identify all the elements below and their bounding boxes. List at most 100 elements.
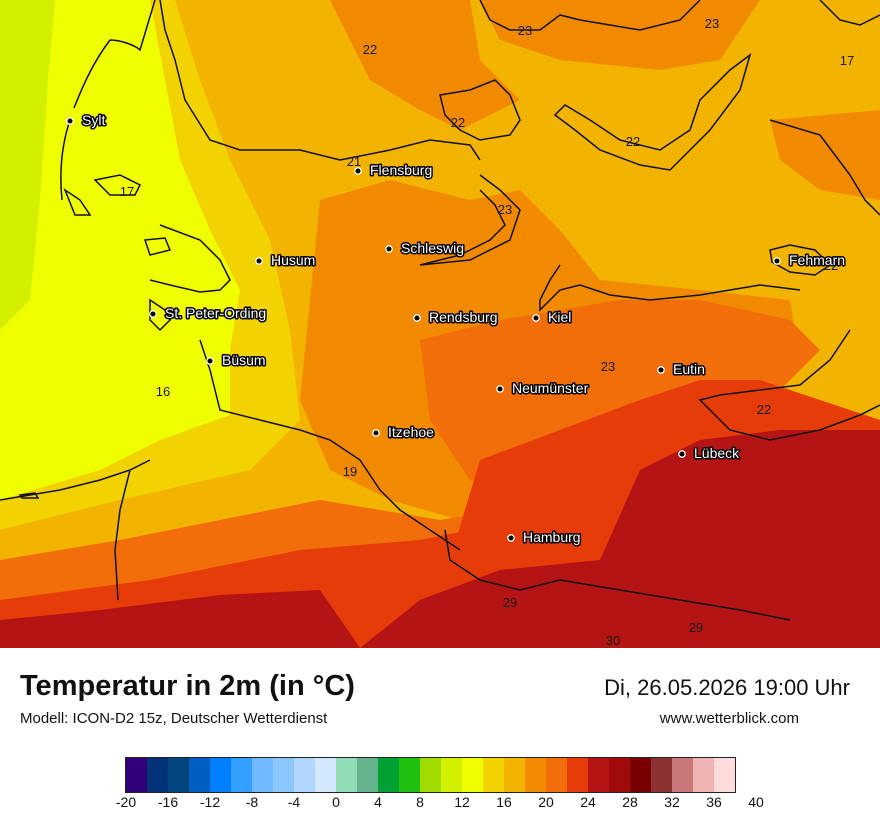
north-coast-dk (479, 0, 701, 31)
elbe-south (0, 459, 151, 601)
als-island (439, 79, 521, 141)
color-legend (125, 757, 736, 793)
legend-swatch (147, 758, 168, 792)
lolland-coast (819, 0, 880, 26)
isotherm-label: 22 (451, 115, 465, 130)
fehmarn-belt (769, 119, 880, 216)
isotherm-label: 17 (120, 184, 134, 199)
city-marker (206, 357, 214, 365)
legend-swatch (168, 758, 189, 792)
legend-swatch (672, 758, 693, 792)
isotherm-label: 30 (606, 633, 620, 648)
field-23-north (480, 0, 760, 70)
forecast-datetime: Di, 26.05.2026 19:00 Uhr (604, 675, 850, 700)
city-label: Lübeck (694, 445, 740, 461)
city-label: Neumünster (512, 380, 589, 396)
state-border-south (444, 529, 791, 621)
isotherm-label: 23 (518, 23, 532, 38)
field-28-west (0, 590, 360, 648)
isotherm-label: 22 (363, 42, 377, 57)
danish-island (553, 53, 752, 171)
city-marker (657, 366, 665, 374)
city-label: Itzehoe (388, 424, 434, 440)
field-28 (360, 430, 880, 648)
legend-tick-label: -12 (199, 794, 221, 810)
legend-swatch (252, 758, 273, 792)
legend-tick-label: 4 (374, 794, 382, 810)
city-label: Kiel (548, 309, 571, 325)
field-22-east (770, 110, 880, 200)
schlei (419, 174, 521, 266)
city-label: Hamburg (523, 529, 581, 545)
footer: Temperatur in 2m (in °C) Modell: ICON-D2… (0, 648, 880, 830)
legend-swatch (546, 758, 567, 792)
islet (18, 492, 40, 499)
legend-swatch (609, 758, 630, 792)
legend-swatch (630, 758, 651, 792)
legend-tick-label: 0 (332, 794, 340, 810)
legend-tick-label: 8 (416, 794, 424, 810)
city-label: Sylt (82, 112, 105, 128)
legend-swatch (378, 758, 399, 792)
city-marker (149, 310, 157, 318)
legend-swatch (714, 758, 735, 792)
legend-swatch (504, 758, 525, 792)
isotherm-label: 21 (347, 154, 361, 169)
city-label: Büsum (222, 352, 266, 368)
city-marker (413, 314, 421, 322)
website-link[interactable]: www.wetterblick.com (659, 710, 799, 727)
legend-tick-label: 24 (580, 794, 596, 810)
husum-coast (149, 224, 231, 332)
flensburg-fjord (349, 139, 481, 161)
legend-ticks: -20 -16 -12 -8 -4 0 4 8 12 16 20 24 28 32 36 40 (0, 794, 880, 814)
city-label: Husum (271, 252, 315, 268)
city-marker (255, 257, 263, 265)
city-marker (66, 117, 74, 125)
isotherm-label: 22 (824, 258, 838, 273)
map-canvas: 23 23 22 17 22 22 21 17 23 22 23 16 22 19 29 29 30 Sylt F… (0, 0, 880, 648)
sylt-coast (60, 0, 156, 201)
legend-tick-label: 16 (496, 794, 512, 810)
legend-swatch (483, 758, 504, 792)
temperature-map: 23 23 22 17 22 22 21 17 23 22 23 16 22 19 29 29 30 Sylt F… (0, 0, 880, 648)
city-label: Rendsburg (429, 309, 498, 325)
city-label: Fehmarn (789, 252, 845, 268)
legend-swatch (420, 758, 441, 792)
luebeck-bay (698, 329, 880, 441)
legend-swatch (357, 758, 378, 792)
isotherm-label: 22 (757, 402, 771, 417)
isotherm-label: 23 (601, 359, 615, 374)
legend-tick-label: -20 (115, 794, 137, 810)
legend-tick-label: -16 (157, 794, 179, 810)
isotherm-label: 23 (705, 16, 719, 31)
legend-tick-label: 20 (538, 794, 554, 810)
legend-swatch (567, 758, 588, 792)
isotherm-label: 16 (156, 384, 170, 399)
legend-swatch (399, 758, 420, 792)
border-line (159, 0, 351, 161)
halligen (63, 174, 172, 256)
legend-tick-label: 12 (454, 794, 470, 810)
isotherm-label: 23 (498, 202, 512, 217)
legend-swatch (441, 758, 462, 792)
city-label: St. Peter-Ording (165, 305, 266, 321)
legend-swatch (294, 758, 315, 792)
isotherm-labels: 23 23 22 17 22 22 21 17 23 22 23 16 22 19 29 29 30 (120, 16, 854, 648)
legend-swatch (525, 758, 546, 792)
legend-tick-label: 40 (748, 794, 764, 810)
legend-swatch (231, 758, 252, 792)
legend-swatch (126, 758, 147, 792)
isotherm-label: 29 (503, 595, 517, 610)
city-marker (354, 167, 362, 175)
city-label: Flensburg (370, 162, 432, 178)
legend-swatch (336, 758, 357, 792)
city-label: Eutin (673, 361, 705, 377)
city-marker (532, 314, 540, 322)
city-marker (678, 450, 686, 458)
legend-tick-label: 36 (706, 794, 722, 810)
legend-tick-label: 32 (664, 794, 680, 810)
city-marker (496, 385, 504, 393)
isotherm-label: 19 (343, 464, 357, 479)
isotherm-label: 22 (626, 134, 640, 149)
legend-tick-label: -8 (245, 794, 259, 810)
